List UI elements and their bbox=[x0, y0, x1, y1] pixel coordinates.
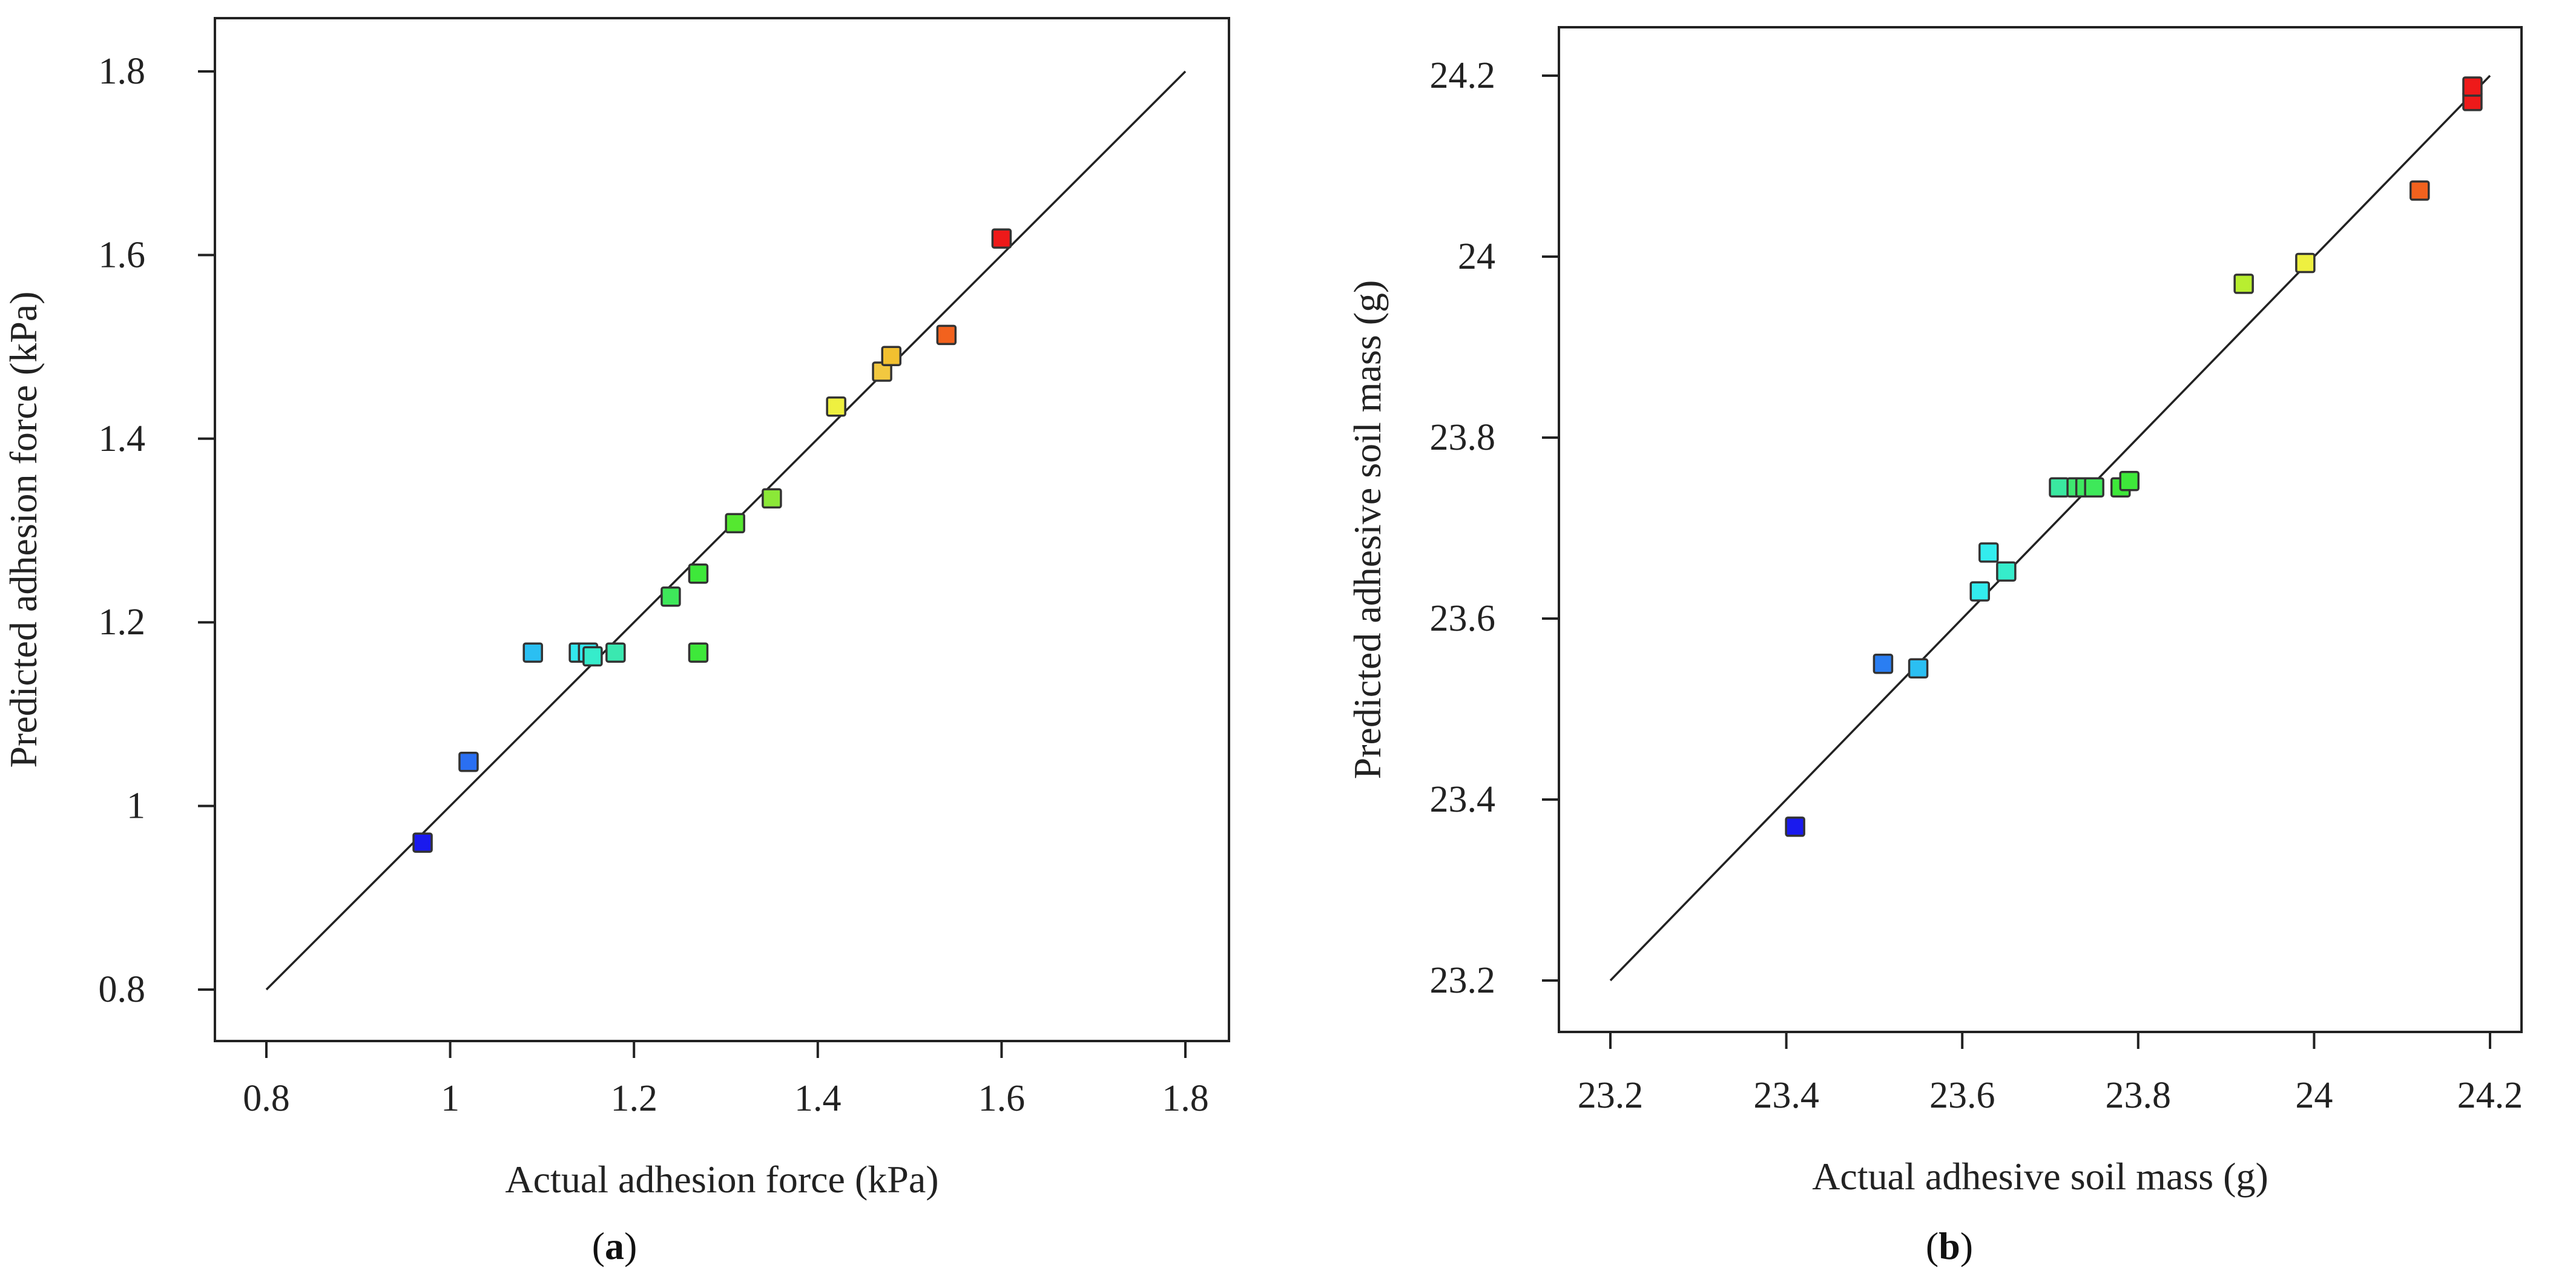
data-point bbox=[936, 324, 957, 346]
y-tick-label: 1.6 bbox=[99, 234, 146, 275]
x-axis-title: Actual adhesive soil mass (g) bbox=[1812, 1155, 2268, 1198]
data-point bbox=[2410, 180, 2430, 201]
y-tick-label: 23.8 bbox=[1430, 417, 1496, 458]
data-point bbox=[522, 642, 543, 663]
x-tick-label: 24.2 bbox=[2457, 1075, 2523, 1116]
data-point bbox=[412, 832, 433, 853]
y-tick-label: 1 bbox=[127, 786, 145, 827]
data-point bbox=[458, 752, 479, 772]
data-point bbox=[1969, 581, 1991, 602]
data-point bbox=[688, 563, 709, 584]
data-point bbox=[762, 488, 782, 509]
y-tick-label: 1.8 bbox=[99, 51, 146, 92]
caption-letter: a bbox=[605, 1224, 624, 1267]
data-point bbox=[2084, 477, 2104, 498]
x-tick-label: 1.4 bbox=[794, 1078, 842, 1119]
y-tick-label: 23.2 bbox=[1430, 960, 1496, 1001]
data-point bbox=[2462, 76, 2483, 97]
x-axis-title: Actual adhesion force (kPa) bbox=[505, 1158, 938, 1201]
data-point bbox=[2295, 252, 2316, 274]
panel-caption: (a) bbox=[592, 1224, 637, 1267]
y-tick-label: 1.4 bbox=[99, 418, 146, 459]
x-tick-label: 23.2 bbox=[1578, 1075, 1644, 1116]
panel-b-chart: 23.2 23.4 23.6 23.8 24 24.2 23.2 23.4 23.6 23.8 24… bbox=[1346, 26, 2523, 1267]
x-tick-label: 0.8 bbox=[243, 1078, 290, 1119]
data-point bbox=[2119, 471, 2140, 491]
plot-frame bbox=[214, 17, 1230, 1042]
data-point bbox=[660, 586, 681, 607]
data-point bbox=[582, 646, 603, 667]
data-point bbox=[1873, 654, 1894, 674]
data-point bbox=[1996, 561, 2017, 582]
y-tick-label: 0.8 bbox=[99, 969, 146, 1010]
reference-line bbox=[1609, 74, 2491, 982]
x-tick-label: 23.4 bbox=[1753, 1075, 1819, 1116]
caption-open: ( bbox=[1926, 1224, 1939, 1267]
x-tick-label: 1 bbox=[441, 1078, 460, 1119]
x-tick-label: 23.6 bbox=[1929, 1075, 1995, 1116]
x-tick-label: 1.8 bbox=[1162, 1078, 1209, 1119]
data-point bbox=[2049, 477, 2069, 498]
panel-a-chart: 0.8 1 1.2 1.4 1.6 1.8 0.8 1 1.2 1.4 1.6 1.8 Actual a… bbox=[2, 17, 1230, 1267]
data-point bbox=[1908, 658, 1929, 678]
x-tick-label: 1.6 bbox=[978, 1078, 1026, 1119]
data-point bbox=[826, 396, 846, 417]
y-axis-title: Predicted adhesion force (kPa) bbox=[2, 291, 45, 767]
y-tick-label: 23.6 bbox=[1430, 598, 1496, 639]
y-axis-title: Predicted adhesive soil mass (g) bbox=[1346, 280, 1389, 780]
data-point bbox=[725, 513, 745, 534]
data-point bbox=[2233, 274, 2254, 294]
x-tick-label: 1.2 bbox=[610, 1078, 657, 1119]
data-point bbox=[991, 228, 1012, 249]
y-tick-label: 23.4 bbox=[1430, 779, 1496, 820]
caption-letter: b bbox=[1939, 1224, 1960, 1267]
x-tick-label: 23.8 bbox=[2106, 1075, 2172, 1116]
data-point bbox=[688, 642, 709, 663]
caption-close: ) bbox=[624, 1224, 637, 1267]
panel-caption: (b) bbox=[1926, 1224, 1973, 1267]
plot-frame bbox=[1558, 26, 2523, 1033]
y-tick-label: 1.2 bbox=[99, 602, 146, 643]
caption-close: ) bbox=[1960, 1224, 1973, 1267]
data-point bbox=[605, 642, 626, 663]
x-tick-label: 24 bbox=[2295, 1075, 2333, 1116]
y-tick-label: 24.2 bbox=[1430, 55, 1496, 96]
y-tick-label: 24 bbox=[1458, 236, 1495, 277]
caption-open: ( bbox=[592, 1224, 605, 1267]
data-point bbox=[1785, 816, 1805, 837]
data-point bbox=[881, 346, 901, 367]
data-point bbox=[1978, 542, 1999, 563]
